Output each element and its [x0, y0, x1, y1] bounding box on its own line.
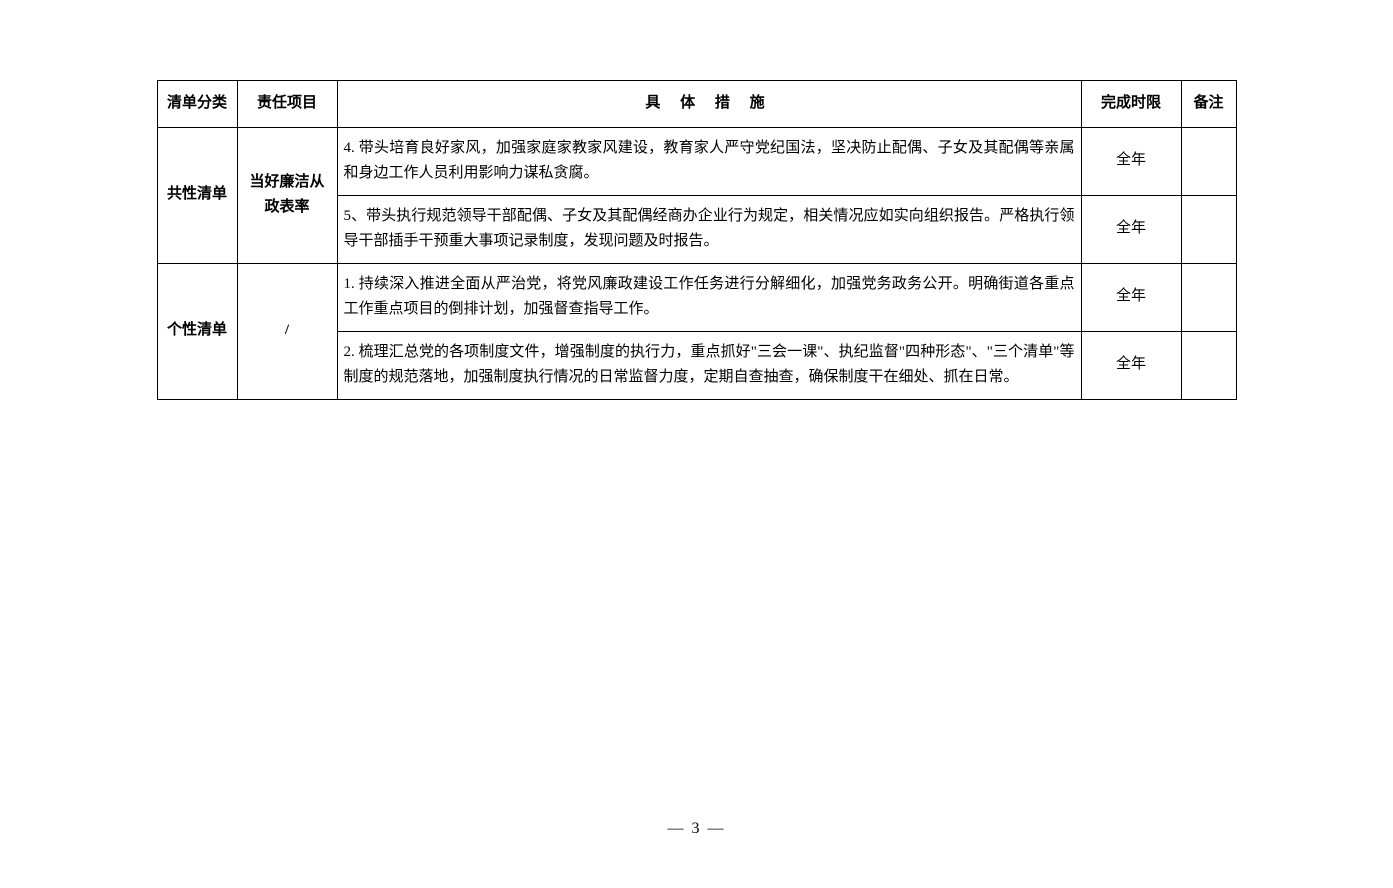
cell-remark	[1181, 195, 1236, 263]
cell-remark	[1181, 331, 1236, 399]
cell-deadline: 全年	[1081, 127, 1181, 195]
cell-project: /	[237, 263, 337, 399]
cell-deadline: 全年	[1081, 263, 1181, 331]
header-category: 清单分类	[157, 81, 237, 128]
table-container: 清单分类 责任项目 具 体 措 施 完成时限 备注 共性清单 当好廉洁从政表率 …	[157, 80, 1237, 400]
cell-deadline: 全年	[1081, 195, 1181, 263]
cell-category: 共性清单	[157, 127, 237, 263]
cell-project: 当好廉洁从政表率	[237, 127, 337, 263]
cell-measure: 1. 持续深入推进全面从严治党，将党风廉政建设工作任务进行分解细化，加强党务政务…	[337, 263, 1081, 331]
cell-remark	[1181, 263, 1236, 331]
header-project: 责任项目	[237, 81, 337, 128]
table-row: 个性清单 / 1. 持续深入推进全面从严治党，将党风廉政建设工作任务进行分解细化…	[157, 263, 1236, 331]
table-row: 共性清单 当好廉洁从政表率 4. 带头培育良好家风，加强家庭家教家风建设，教育家…	[157, 127, 1236, 195]
cell-measure: 2. 梳理汇总党的各项制度文件，增强制度的执行力，重点抓好"三会一课"、执纪监督…	[337, 331, 1081, 399]
header-deadline: 完成时限	[1081, 81, 1181, 128]
cell-measure: 5、带头执行规范领导干部配偶、子女及其配偶经商办企业行为规定，相关情况应如实向组…	[337, 195, 1081, 263]
cell-remark	[1181, 127, 1236, 195]
header-measures: 具 体 措 施	[337, 81, 1081, 128]
responsibility-table: 清单分类 责任项目 具 体 措 施 完成时限 备注 共性清单 当好廉洁从政表率 …	[157, 80, 1237, 400]
cell-measure: 4. 带头培育良好家风，加强家庭家教家风建设，教育家人严守党纪国法，坚决防止配偶…	[337, 127, 1081, 195]
page-number: — 3 —	[668, 820, 726, 838]
table-header-row: 清单分类 责任项目 具 体 措 施 完成时限 备注	[157, 81, 1236, 128]
header-remark: 备注	[1181, 81, 1236, 128]
cell-deadline: 全年	[1081, 331, 1181, 399]
cell-category: 个性清单	[157, 263, 237, 399]
